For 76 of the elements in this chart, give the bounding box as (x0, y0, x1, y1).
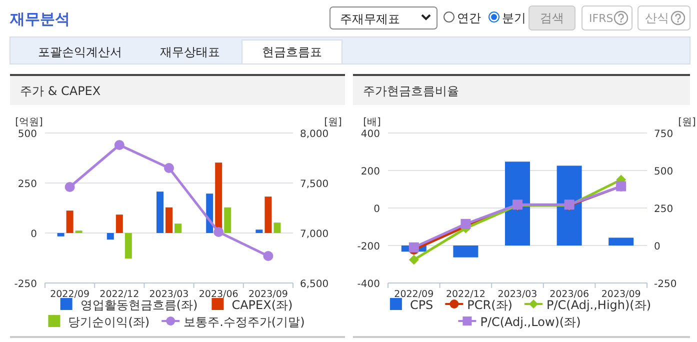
point (114, 140, 124, 150)
y2-axis-title: [원] (678, 117, 696, 128)
y2-tick-label: 8,000 (300, 129, 329, 140)
text: 현금흐름표 (262, 45, 322, 59)
legend-label: CAPEX(좌) (232, 298, 293, 312)
y-tick-label: 250 (18, 179, 37, 190)
legend-label: CPS (410, 298, 434, 312)
y2-tick-label: 0 (654, 242, 660, 252)
x-tick-label: 2022/12 (446, 289, 486, 300)
x-tick-label: 2023/03 (498, 289, 538, 300)
x-tick-label: 2022/09 (50, 289, 90, 300)
bar (174, 224, 182, 233)
x-tick-label: 2023/09 (248, 289, 288, 300)
y2-tick-label: 7,500 (300, 179, 329, 190)
y-axis-title: [억원] (15, 117, 43, 128)
x-tick-label: 2023/06 (198, 289, 238, 300)
legend-label: P/C(Adj.,Low)(좌) (480, 315, 581, 329)
y2-axis-title: [원] (324, 117, 342, 128)
x-tick-label: 2023/06 (550, 289, 590, 300)
text: 연간 (457, 11, 481, 25)
y2-tick-label: 250 (654, 204, 674, 215)
bar (608, 238, 634, 246)
bar (453, 246, 478, 258)
bar (124, 233, 132, 259)
legend-label: P/C(Adj.,High)(좌) (546, 298, 652, 312)
y-tick-label: 500 (18, 129, 37, 140)
point (164, 163, 174, 173)
y-tick-label: 200 (360, 166, 380, 178)
y-tick-label: -400 (357, 279, 380, 290)
point (408, 242, 419, 252)
x-tick-label: 2022/09 (394, 289, 434, 300)
point (214, 227, 224, 237)
legend-label: 보통주.수정주가(기말) (184, 315, 305, 329)
text: 산식 (645, 11, 669, 25)
y-tick-label: -200 (357, 242, 380, 252)
point (460, 218, 471, 229)
y2-tick-label: 7,000 (300, 229, 329, 240)
legend-label: PCR(좌) (467, 298, 513, 312)
y-tick-label: -250 (14, 279, 37, 290)
bar (256, 230, 263, 233)
bar (106, 233, 114, 240)
bar (274, 222, 281, 233)
text: 재무상태표 (160, 45, 220, 59)
text: IFRS (589, 12, 614, 25)
x-tick-label: 2022/12 (100, 289, 140, 300)
bar (66, 210, 74, 233)
legend-label: 영업활동현금흐름(좌) (80, 298, 198, 312)
x-tick-label: 2023/03 (149, 289, 189, 300)
bar (556, 166, 582, 246)
y-axis-title: [배] (363, 117, 381, 128)
y2-tick-label: -250 (654, 279, 677, 290)
point (408, 254, 419, 265)
y-tick-label: 400 (360, 129, 380, 140)
point (64, 182, 75, 192)
x-tick-label: 2023/09 (601, 289, 641, 300)
y2-tick-label: 500 (654, 166, 674, 178)
bar (116, 214, 123, 233)
bar (166, 207, 172, 233)
text: 검색 (540, 11, 564, 25)
text: 재무분석 (9, 10, 70, 28)
chart-title: 주가현금흐름비율 (363, 84, 459, 98)
chart-title: 주가 & CAPEX (20, 84, 101, 98)
bar (264, 196, 272, 233)
text: 주재무제표 (340, 12, 400, 26)
point (263, 251, 274, 261)
bar (224, 207, 232, 233)
text: 분기 (502, 11, 526, 25)
bar (505, 162, 530, 246)
y2-tick-label: 750 (654, 129, 674, 140)
bar (57, 233, 64, 236)
y-tick-label: 0 (30, 229, 37, 240)
bar (156, 192, 164, 233)
y2-tick-label: 6,500 (300, 279, 329, 290)
y-tick-label: 0 (374, 204, 380, 215)
legend-label: 당기순이익(좌) (68, 315, 150, 329)
text: 포괄손익계산서 (38, 45, 122, 59)
